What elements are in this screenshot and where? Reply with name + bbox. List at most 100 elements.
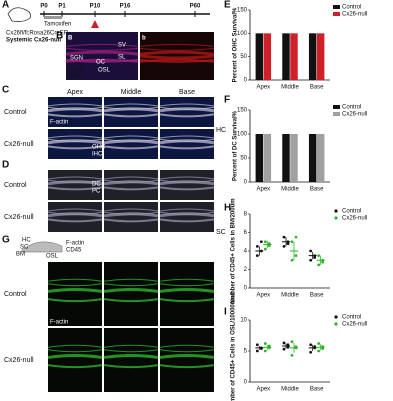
bar	[263, 33, 272, 80]
texture	[159, 176, 215, 180]
texture	[159, 186, 215, 191]
texture	[47, 176, 103, 180]
texture	[159, 106, 215, 110]
data-point	[294, 235, 298, 239]
y-tick-label: 0	[244, 78, 248, 84]
genotype-label: Cx26fl/fl;Rosa26CreER	[6, 31, 69, 37]
legend-label: Control	[342, 105, 361, 111]
texture	[159, 353, 215, 359]
bar	[282, 134, 290, 182]
texture	[159, 344, 215, 348]
texture	[159, 138, 215, 142]
y-tick-label: 10	[240, 318, 247, 324]
data-point	[255, 349, 259, 353]
data-point	[263, 247, 267, 251]
texture	[159, 278, 215, 282]
timeline-label: P16	[120, 4, 131, 10]
data-point	[309, 249, 313, 253]
panel-letter: C	[2, 85, 9, 96]
side-label: HC	[216, 127, 226, 134]
texture	[159, 145, 215, 150]
mouse-icon	[7, 7, 31, 22]
texture	[47, 364, 103, 369]
legend-swatch	[334, 322, 338, 326]
micrograph	[104, 328, 158, 392]
y-axis-label: Number of CD45+ Cells in OSL/10000um2	[231, 291, 237, 401]
y-tick-label: 150	[237, 8, 248, 14]
data-point	[313, 345, 317, 349]
legend-swatch	[334, 315, 338, 319]
tissue-label: SL	[118, 55, 126, 61]
texture	[139, 47, 215, 51]
y-tick-label: 50	[240, 156, 247, 162]
diagram	[21, 241, 63, 253]
micrograph	[104, 129, 158, 159]
panel-letter: H	[224, 203, 231, 214]
micrograph	[160, 202, 214, 232]
bar	[308, 33, 317, 80]
texture	[103, 218, 159, 223]
y-tick-label: 150	[237, 108, 248, 114]
micrograph	[160, 170, 214, 200]
diagram-label: OSL	[46, 254, 59, 260]
texture	[159, 298, 215, 303]
data-point	[317, 254, 321, 258]
stain-label: DAPI	[68, 74, 82, 80]
column-label: Apex	[67, 89, 83, 96]
texture	[47, 208, 103, 212]
texture	[103, 138, 159, 142]
texture	[103, 353, 159, 359]
diagram-label: SC	[20, 245, 29, 251]
micrograph	[104, 170, 158, 200]
bar	[282, 33, 290, 80]
legend-swatch	[333, 105, 340, 109]
data-point	[255, 343, 259, 347]
data-point	[313, 256, 317, 259]
texture	[47, 353, 103, 359]
y-tick-label: 5	[244, 349, 248, 355]
micrograph	[160, 129, 214, 159]
y-tick-label: 100	[237, 31, 248, 37]
legend-label: Cx26-null	[342, 322, 367, 328]
tamoxifen-bar	[44, 16, 62, 19]
tissue-label: OC	[96, 60, 106, 66]
x-tick-label: Base	[310, 85, 324, 91]
cell-label: PC	[92, 189, 101, 195]
micrograph	[48, 97, 102, 127]
data-point	[263, 349, 267, 353]
x-tick-label: Middle	[281, 387, 299, 393]
texture	[47, 287, 103, 293]
legend-label: Control	[342, 315, 361, 321]
micrograph	[48, 202, 102, 232]
stain-label: F-actin	[50, 320, 68, 326]
cell-label: DC	[92, 182, 101, 188]
x-tick-label: Middle	[281, 293, 299, 299]
texture	[159, 211, 215, 215]
y-tick-label: 4	[244, 249, 248, 255]
row-label: Cx26-null	[4, 214, 34, 221]
texture	[47, 344, 103, 348]
texture	[47, 179, 103, 183]
data-point	[286, 345, 290, 349]
y-tick-label: 8	[244, 212, 248, 218]
texture	[159, 103, 215, 107]
diagram-label: BM	[16, 252, 25, 258]
bar	[308, 134, 317, 182]
micrograph	[160, 328, 214, 392]
texture	[47, 135, 103, 139]
timeline-label: P1	[58, 4, 66, 10]
legend-swatch	[334, 216, 338, 220]
treatment-label: Tamoxifen	[44, 22, 71, 28]
texture	[159, 349, 215, 353]
micrograph	[48, 129, 102, 159]
data-point	[259, 240, 263, 244]
y-tick-label: 0	[244, 180, 248, 186]
data-point	[290, 340, 294, 344]
texture	[159, 135, 215, 139]
data-point	[282, 244, 286, 248]
texture	[65, 50, 139, 56]
micrograph	[48, 328, 102, 392]
texture	[47, 349, 103, 353]
panel-letter: G	[2, 235, 10, 246]
texture	[103, 186, 159, 191]
